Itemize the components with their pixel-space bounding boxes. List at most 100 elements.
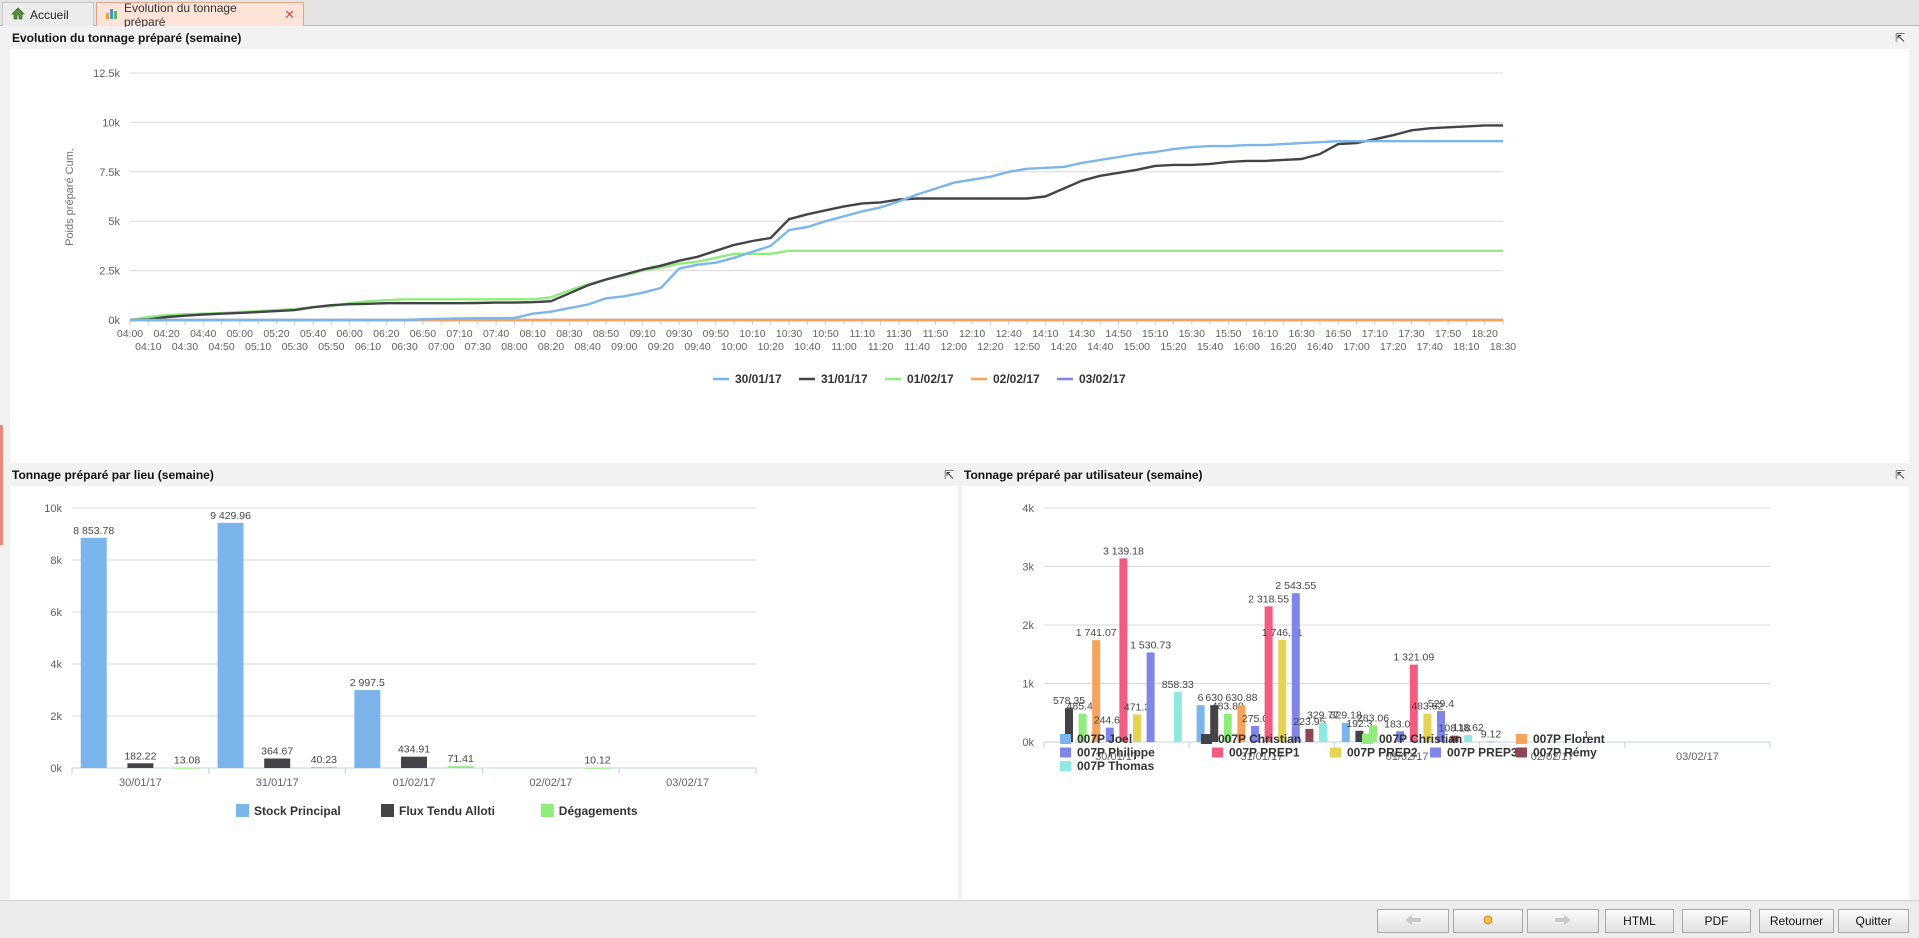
series-line [129, 249, 1503, 322]
x-tick-label: 12:40 [996, 328, 1022, 340]
y-tick-label: 6k [50, 607, 62, 619]
x-tick-label: 08:10 [520, 328, 546, 340]
x-tick-label: 15:00 [1124, 341, 1150, 353]
x-tick-label: 18:20 [1472, 328, 1498, 340]
tab-evolution[interactable]: Evolution du tonnage préparé ✕ [96, 1, 304, 29]
x-tick-label: 08:50 [593, 328, 619, 340]
bar [1341, 722, 1350, 742]
y-axis-label: Poids préparé Cum. [64, 148, 76, 246]
x-tick-label: 11:00 [831, 341, 857, 353]
x-tick-label: 17:40 [1417, 341, 1443, 353]
close-icon[interactable]: ✕ [284, 6, 295, 22]
x-tick-label: 16:00 [1234, 341, 1260, 353]
data-label: 223.95 [1293, 716, 1325, 728]
external-link-icon[interactable]: ⇱ [1894, 31, 1905, 45]
bar [310, 766, 337, 768]
x-tick-label: 09:20 [648, 341, 674, 353]
bar [1065, 708, 1073, 742]
legend-swatch [1212, 747, 1223, 758]
external-link-icon[interactable]: ⇱ [944, 468, 955, 482]
x-tick-label: 11:40 [904, 341, 930, 353]
x-tick-label: 15:10 [1142, 328, 1168, 340]
data-label: 2 997.5 [350, 677, 385, 689]
x-tick-label: 07:40 [483, 328, 509, 340]
x-tick-label: 04:30 [172, 341, 198, 353]
legend-label: Flux Tendu Alloti [399, 804, 495, 818]
bar [1355, 730, 1364, 742]
y-tick-label: 0k [108, 315, 120, 327]
data-label: 529.4 [1428, 698, 1454, 710]
x-tick-label: 14:40 [1087, 341, 1113, 353]
x-tick-label: 10:40 [794, 341, 820, 353]
legend-swatch [540, 804, 554, 817]
x-tick-label: 06:50 [410, 328, 436, 340]
x-tick-label: 31/01/17 [1240, 751, 1283, 763]
panel-title-bar: Tonnage préparé par lieu (semaine) [10, 464, 958, 486]
bar [1423, 713, 1432, 742]
pdf-button[interactable]: PDF [1682, 909, 1751, 933]
external-link-icon[interactable]: ⇱ [1894, 468, 1905, 482]
data-label: 244.66 [1094, 715, 1126, 727]
x-tick-label: 09:50 [703, 328, 729, 340]
legend-swatch [1516, 734, 1527, 744]
tab-label: Accueil [30, 7, 69, 22]
side-marker [0, 425, 3, 545]
next-button[interactable] [1527, 909, 1599, 933]
html-button[interactable]: HTML [1605, 909, 1674, 933]
bar [1223, 713, 1232, 742]
arrow-right-icon [1554, 914, 1572, 929]
prev-button[interactable] [1377, 909, 1449, 933]
x-tick-label: 15:30 [1179, 328, 1205, 340]
middle-button[interactable] [1453, 909, 1523, 933]
x-tick-label: 05:30 [282, 341, 308, 353]
panel-by-location: Tonnage préparé par lieu (semaine) 0k 2k 4… [10, 464, 958, 900]
x-tick-label: 06:00 [337, 328, 363, 340]
data-label: 275.0 [1242, 713, 1268, 725]
data-label: 434.91 [398, 744, 430, 756]
y-tick-label: 10k [102, 117, 120, 129]
data-label: 10.12 [584, 755, 610, 767]
y-tick-label: 4k [50, 659, 62, 671]
bar [1251, 725, 1259, 742]
x-tick-label: 07:30 [465, 341, 491, 353]
bar [127, 763, 154, 768]
panel-title-bar: Evolution du tonnage préparé (semaine) ⇱ [10, 27, 1909, 49]
x-tick-label: 16:20 [1270, 341, 1296, 353]
y-tick-label: 2k [50, 711, 62, 723]
x-tick-label: 06:10 [355, 341, 381, 353]
bar [1105, 727, 1114, 742]
bar [1278, 639, 1287, 742]
tab-accueil[interactable]: Accueil [2, 2, 94, 26]
x-tick-label: 12:00 [941, 341, 967, 353]
legend-label: 007P PREP2 [1347, 746, 1418, 760]
x-tick-label: 05:00 [227, 328, 253, 340]
y-tick-label: 2.5k [99, 266, 120, 278]
arrow-left-icon [1404, 914, 1422, 929]
legend-swatch [381, 804, 394, 817]
back-button[interactable]: Retourner [1759, 909, 1834, 933]
data-label: 630.88 [1225, 692, 1257, 704]
x-tick-label: 16:10 [1252, 328, 1278, 340]
bar [584, 767, 611, 769]
circle-icon [1483, 914, 1493, 928]
bar [1305, 728, 1314, 742]
bar [1196, 705, 1205, 742]
bar [1133, 714, 1141, 742]
x-tick-label: 10:00 [721, 341, 747, 353]
legend-label: 01/02/17 [907, 372, 954, 386]
data-label: 483.88 [1212, 701, 1244, 713]
x-tick-label: 09:40 [684, 341, 710, 353]
x-tick-label: 11:20 [868, 341, 894, 353]
legend-label: 007P PREP3 [1447, 746, 1518, 760]
x-tick-label: 04:00 [117, 328, 143, 340]
data-label: 471.3 [1124, 701, 1150, 713]
quit-button[interactable]: Quitter [1838, 909, 1909, 933]
x-tick-label: 03/02/17 [666, 777, 709, 789]
data-label: 118.62 [1453, 722, 1484, 734]
x-tick-label: 04:20 [153, 328, 179, 340]
legend-label: 007P Florent [1533, 732, 1605, 746]
data-label: 364.67 [261, 746, 293, 758]
line-chart: 0k 2.5k 5k 7.5k 10k 12.5k 04:0004:1004:2004:30… [64, 68, 1516, 386]
bar [1264, 606, 1273, 742]
x-tick-label: 17:30 [1398, 328, 1424, 340]
